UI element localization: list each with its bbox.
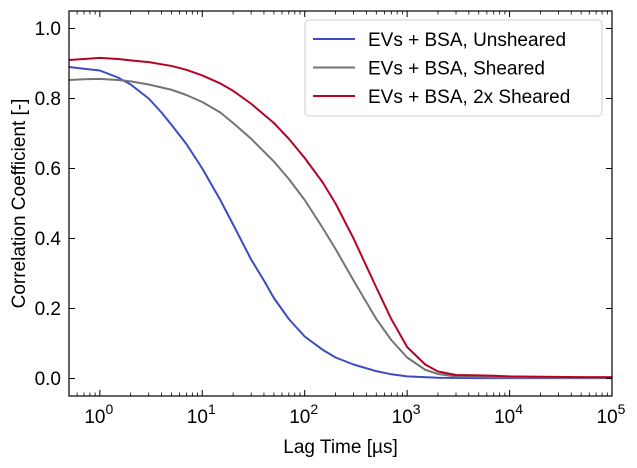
plot-frame: [68, 10, 613, 397]
series-layer: [68, 56, 612, 380]
x-tick-label: 100: [84, 401, 113, 428]
x-tick-base: 10: [187, 407, 208, 428]
x-tick-label: 104: [494, 401, 523, 428]
x-axis-label: Lag Time [µs]: [283, 437, 397, 458]
y-tick-label: 0.8: [35, 89, 61, 110]
y-tick-label: 1.0: [35, 19, 61, 40]
x-tick-label: 103: [392, 401, 421, 428]
y-tick-label: 0.2: [35, 299, 61, 320]
x-tick-exponent: 3: [413, 401, 421, 417]
x-tick-base: 10: [392, 407, 413, 428]
x-tick-exponent: 4: [515, 401, 523, 417]
y-tick-label: 0.6: [35, 159, 61, 180]
series-line-3: [68, 56, 612, 379]
x-tick-exponent: 2: [310, 401, 318, 417]
x-tick-base: 10: [289, 407, 310, 428]
legend-entries: EVs + BSA, Unsheared EVs + BSA, Sheared EV…: [313, 30, 570, 108]
x-tick-base: 10: [84, 407, 105, 428]
legend-label-1: EVs + BSA, Unsheared: [368, 30, 566, 51]
y-tick-label: 0.4: [35, 229, 62, 250]
series-line-2: [68, 77, 612, 379]
legend: EVs + BSA, Unsheared EVs + BSA, Sheared EV…: [304, 19, 603, 117]
x-tick-label: 101: [187, 401, 216, 428]
x-tick-base: 10: [597, 407, 618, 428]
x-tick-base: 10: [494, 407, 515, 428]
x-tick-label: 102: [289, 401, 318, 428]
y-axis-label: Correlation Coefficient [-]: [9, 99, 30, 309]
x-tick-exponent: 1: [208, 401, 216, 417]
series-line-1: [68, 66, 612, 380]
x-tick-exponent: 0: [106, 401, 114, 417]
legend-box: [304, 19, 603, 117]
legend-label-2: EVs + BSA, Sheared: [368, 59, 545, 80]
x-tick-label: 105: [597, 401, 626, 428]
y-tick-label: 0.0: [35, 369, 61, 390]
legend-label-3: EVs + BSA, 2x Sheared: [368, 87, 570, 108]
x-tick-exponent: 5: [618, 401, 626, 417]
